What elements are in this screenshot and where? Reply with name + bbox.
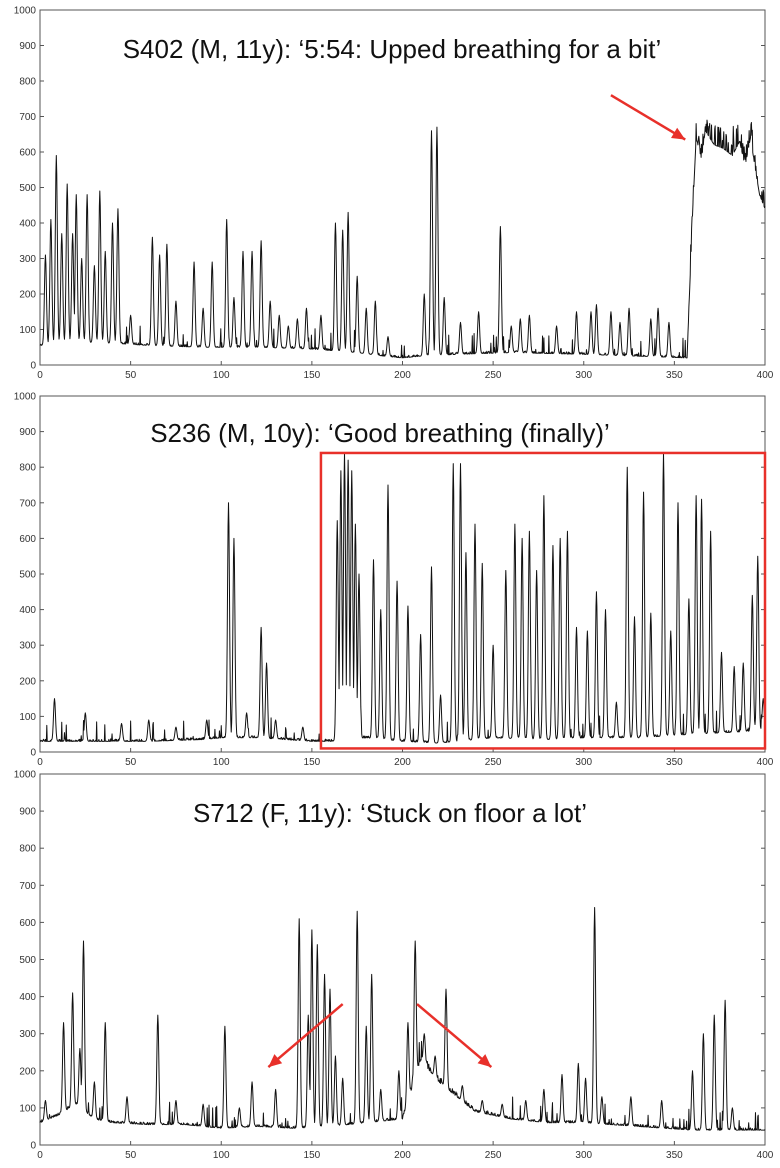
x-tick-label: 350 bbox=[666, 370, 683, 381]
chart-svg-s236: 0 100 200 300 400 500 600 700 800 900 1000 0 50 100 15… bbox=[14, 392, 774, 769]
y-tick-label: 900 bbox=[19, 41, 36, 52]
y-tick-label: 500 bbox=[19, 955, 36, 966]
x-tick-label: 300 bbox=[575, 757, 592, 768]
y-tick-label: 700 bbox=[19, 498, 36, 509]
x-tick-label: 0 bbox=[37, 370, 43, 381]
y-tick-label: 400 bbox=[19, 605, 36, 616]
signal-series-line bbox=[39, 452, 766, 744]
x-tick-label: 350 bbox=[666, 1150, 683, 1161]
x-tick-label: 350 bbox=[666, 757, 683, 768]
y-tick-label: 500 bbox=[19, 570, 36, 581]
y-tick-label: 300 bbox=[19, 641, 36, 652]
y-tick-label: 500 bbox=[19, 183, 36, 194]
plot-frame bbox=[39, 773, 766, 1146]
x-tick-label: 0 bbox=[37, 757, 43, 768]
y-tick-label: 800 bbox=[19, 463, 36, 474]
y-tick-label: 800 bbox=[19, 77, 36, 88]
y-tick-label: 400 bbox=[19, 219, 36, 230]
x-tick-label: 150 bbox=[304, 757, 321, 768]
x-tick-label: 200 bbox=[394, 370, 411, 381]
chart-title: S402 (M, 11y): ‘5:54: Upped breathing fo… bbox=[123, 34, 662, 64]
y-tick-label: 900 bbox=[19, 427, 36, 438]
y-tick-label: 600 bbox=[19, 918, 36, 929]
y-tick-label: 0 bbox=[30, 1141, 36, 1152]
x-tick-label: 100 bbox=[213, 757, 230, 768]
x-tick-label: 250 bbox=[485, 1150, 502, 1161]
chart-svg-s712: 0 100 200 300 400 500 600 700 800 900 1000 0 50 100 15… bbox=[14, 770, 774, 1161]
chart-title: S712 (F, 11y): ‘Stuck on floor a lot’ bbox=[193, 798, 587, 828]
x-tick-label: 200 bbox=[394, 1150, 411, 1161]
highlight-box bbox=[319, 451, 767, 750]
y-tick-label: 200 bbox=[19, 1066, 36, 1077]
x-tick-label: 400 bbox=[757, 370, 774, 381]
signal-series-line bbox=[39, 907, 766, 1131]
y-tick-label: 100 bbox=[19, 325, 36, 336]
x-tick-label: 50 bbox=[125, 757, 137, 768]
y-tick-label: 100 bbox=[19, 1103, 36, 1114]
x-tick-label: 400 bbox=[757, 757, 774, 768]
y-tick-label: 200 bbox=[19, 290, 36, 301]
x-tick-label: 200 bbox=[394, 757, 411, 768]
chart-svg-s402: 0 100 200 300 400 500 600 700 800 900 1000 0 50 100 15… bbox=[14, 6, 774, 382]
x-tick-label: 100 bbox=[213, 1150, 230, 1161]
signal-series-line bbox=[39, 119, 766, 359]
chart-panel-s236: 0 100 200 300 400 500 600 700 800 900 1000 0 50 100 15… bbox=[0, 385, 780, 770]
y-tick-label: 200 bbox=[19, 676, 36, 687]
y-tick-label: 300 bbox=[19, 1029, 36, 1040]
x-tick-label: 50 bbox=[125, 370, 137, 381]
x-tick-label: 250 bbox=[485, 370, 502, 381]
y-tick-label: 700 bbox=[19, 881, 36, 892]
y-tick-label: 0 bbox=[30, 361, 36, 372]
x-tick-label: 100 bbox=[213, 370, 230, 381]
chart-panel-s712: 0 100 200 300 400 500 600 700 800 900 1000 0 50 100 15… bbox=[0, 770, 780, 1168]
x-tick-label: 300 bbox=[575, 370, 592, 381]
y-tick-label: 300 bbox=[19, 254, 36, 265]
y-tick-label: 1000 bbox=[14, 6, 37, 17]
annotation-arrow bbox=[267, 1003, 344, 1069]
y-tick-label: 600 bbox=[19, 534, 36, 545]
x-tick-label: 300 bbox=[575, 1150, 592, 1161]
y-tick-label: 1000 bbox=[14, 770, 37, 781]
chart-panel-s402: 0 100 200 300 400 500 600 700 800 900 1000 0 50 100 15… bbox=[0, 0, 780, 385]
y-tick-label: 600 bbox=[19, 148, 36, 159]
x-tick-label: 150 bbox=[304, 370, 321, 381]
plot-frame bbox=[39, 395, 766, 753]
annotation-arrow bbox=[610, 94, 686, 141]
x-tick-label: 150 bbox=[304, 1150, 321, 1161]
x-tick-label: 50 bbox=[125, 1150, 137, 1161]
y-tick-label: 800 bbox=[19, 844, 36, 855]
y-tick-label: 400 bbox=[19, 992, 36, 1003]
y-tick-label: 900 bbox=[19, 807, 36, 818]
x-tick-label: 250 bbox=[485, 757, 502, 768]
y-tick-label: 0 bbox=[30, 748, 36, 759]
x-tick-label: 0 bbox=[37, 1150, 43, 1161]
y-tick-label: 1000 bbox=[14, 392, 37, 403]
y-tick-label: 700 bbox=[19, 112, 36, 123]
annotation-arrow bbox=[416, 1003, 493, 1069]
x-tick-label: 400 bbox=[757, 1150, 774, 1161]
y-tick-label: 100 bbox=[19, 712, 36, 723]
chart-title: S236 (M, 10y): ‘Good breathing (finally)… bbox=[150, 418, 610, 448]
